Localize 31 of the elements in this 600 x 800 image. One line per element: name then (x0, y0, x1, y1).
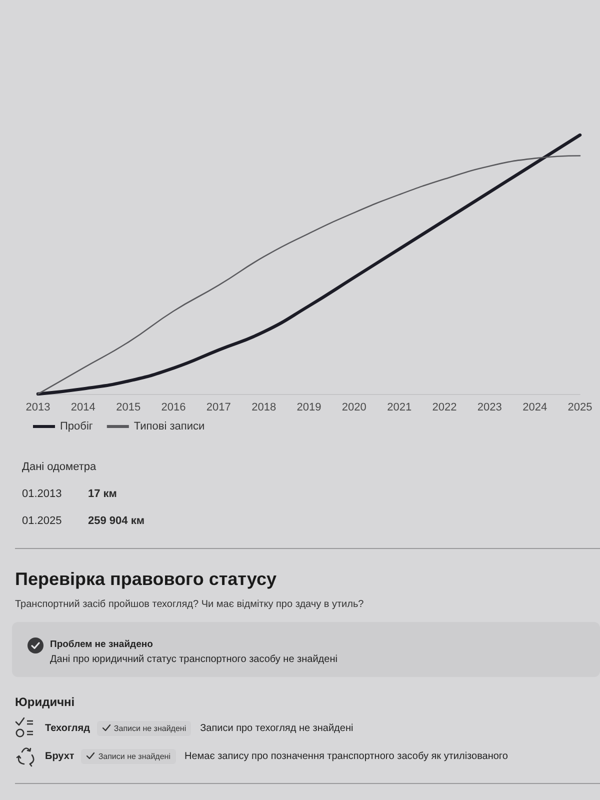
x-tick-label: 2025 (568, 402, 592, 414)
text: Записи не знайдені (98, 752, 170, 760)
text: Транспортний засіб пройшов техогляд? Чи має відмітку про здачу в утиль? (15, 599, 364, 610)
text: 17 км (88, 488, 117, 500)
x-tick-label: 2024 (522, 402, 548, 414)
text: Юридичні (15, 695, 75, 709)
x-tick-label: 2013 (26, 402, 50, 414)
legend-label: Пробіг (60, 420, 93, 432)
x-tick-label: 2022 (432, 402, 457, 414)
x-tick-label: 2017 (206, 402, 231, 414)
x-tick-label: 2014 (70, 402, 96, 414)
text: 01.2013 (22, 488, 63, 500)
x-tick-label: 2018 (252, 402, 276, 414)
legend-label: Типові записи (134, 420, 205, 432)
x-tick-label: 2020 (342, 402, 366, 414)
x-tick-label: 2021 (387, 402, 412, 414)
x-tick-label: 2023 (477, 402, 502, 414)
text: Техогляд (45, 722, 90, 734)
x-tick-label: 2016 (161, 402, 186, 414)
text: 01.2025 (22, 515, 63, 527)
text: Записи не знайдені (114, 724, 186, 732)
text: Перевірка правового статусу (15, 569, 277, 590)
text: Дані одометра (22, 461, 96, 473)
text: Проблем не знайдено (50, 639, 153, 650)
text: Дані про юридичний статус транспортного засобу не знайдені (50, 654, 338, 665)
x-tick-label: 2019 (296, 402, 322, 414)
text: 259 904 км (88, 515, 144, 527)
text: Записи про техогляд не знайдені (200, 722, 354, 734)
x-tick-label: 2015 (116, 402, 141, 414)
text: Немає запису про позначення транспортного засобу як утилізованого (184, 750, 508, 762)
text: Брухт (45, 750, 74, 762)
